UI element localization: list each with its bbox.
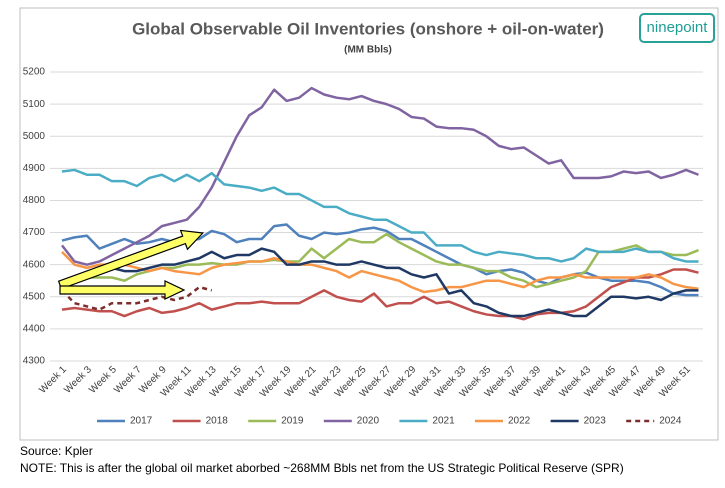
legend-label: 2024 xyxy=(659,416,682,427)
chart-title: Global Observable Oil Inventories (onsho… xyxy=(132,19,604,38)
legend-label: 2021 xyxy=(432,416,455,427)
y-tick-label: 4600 xyxy=(23,259,46,270)
y-tick-label: 4300 xyxy=(23,356,46,367)
y-tick-label: 4800 xyxy=(23,195,46,206)
note: NOTE: This is after the global oil marke… xyxy=(20,461,624,475)
series-line xyxy=(61,250,699,294)
legend-label: 2019 xyxy=(281,416,304,427)
y-tick-label: 5100 xyxy=(23,99,46,110)
chart-subtitle: (MM Bbls) xyxy=(344,45,392,56)
y-tick-label: 5000 xyxy=(23,131,46,142)
legend-label: 2022 xyxy=(508,416,531,427)
series-line xyxy=(61,168,699,263)
annotation-arrow xyxy=(59,280,186,300)
series-line xyxy=(61,232,699,289)
source: Source: Kpler xyxy=(20,444,93,458)
series-line xyxy=(61,268,699,321)
legend-label: 2017 xyxy=(130,416,153,427)
series-line xyxy=(62,247,699,318)
series-line xyxy=(61,86,699,266)
logo: ninepoint xyxy=(647,19,709,36)
legend-label: 2023 xyxy=(584,416,607,427)
annotation-arrow xyxy=(57,229,205,290)
y-tick-label: 4900 xyxy=(23,163,46,174)
logo-box xyxy=(639,13,715,43)
series-line xyxy=(61,285,213,311)
y-tick-label: 4700 xyxy=(23,227,46,238)
legend-label: 2020 xyxy=(357,416,380,427)
y-tick-label: 5200 xyxy=(23,67,46,78)
series-line xyxy=(61,223,699,297)
y-tick-label: 4400 xyxy=(23,324,46,335)
legend-label: 2018 xyxy=(206,416,229,427)
chart-frame xyxy=(19,7,719,441)
y-tick-label: 4500 xyxy=(23,291,46,302)
